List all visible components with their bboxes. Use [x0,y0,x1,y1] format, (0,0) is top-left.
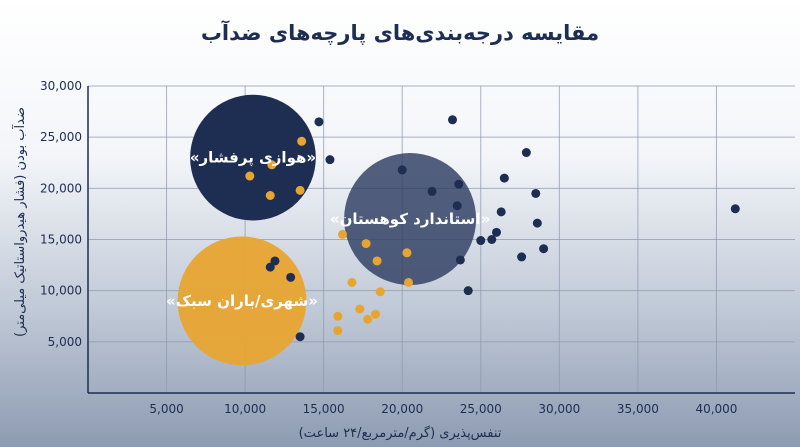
data-point-1-5 [338,229,348,239]
data-point-0-9 [531,188,541,198]
data-point-1-12 [355,304,365,314]
data-point-0-18 [463,286,473,296]
cluster-labels: «هوازی پرفشار» «استاندارد کوهستان» «شهری/ب… [166,149,490,310]
x-tick-label-0: 5,000 [149,402,183,416]
axes [87,86,795,394]
data-point-0-20 [265,262,275,272]
data-point-1-1 [267,160,277,170]
x-tick-label-4: 25,000 [460,402,502,416]
data-point-0-0 [314,117,324,127]
x-tick-label-3: 20,000 [381,402,423,416]
data-point-0-14 [476,236,486,246]
data-point-1-2 [245,171,255,181]
data-point-0-5 [454,179,464,189]
data-point-1-9 [347,277,357,287]
y-tick-labels: 5,000 10,000 15,000 20,000 25,000 30,000 [40,79,82,349]
x-tick-label-6: 35,000 [617,402,659,416]
y-tick-label-5: 30,000 [40,79,82,93]
data-point-0-19 [270,256,280,266]
cluster-bubble-0 [190,94,316,221]
data-point-0-2 [325,155,335,165]
x-axis-label: تنفس‌پذیری (گرم/مترمربع/۲۴ ساعت) [299,425,502,441]
data-points [245,115,740,342]
data-point-0-17 [455,255,465,265]
data-point-0-4 [427,186,437,196]
y-axis-label: ضدآب بودن (فشار هیدرواستاتیک میلی‌متر) [11,107,28,337]
data-point-1-7 [372,256,382,266]
data-point-1-16 [333,326,343,336]
x-tick-label-7: 40,000 [695,402,737,416]
data-point-0-1 [447,115,457,125]
cluster-bubble-1 [344,153,477,286]
data-point-0-16 [517,252,527,262]
x-tick-label-2: 15,000 [303,402,345,416]
data-point-0-10 [496,207,506,217]
data-point-0-3 [397,165,407,175]
data-point-0-12 [491,227,501,237]
y-tick-label-2: 15,000 [40,233,82,247]
cluster-label-1: «استاندارد کوهستان» [330,210,490,228]
x-tick-labels: 5,000 10,000 15,000 20,000 25,000 30,000 35,00… [149,402,737,416]
data-point-0-6 [452,201,462,211]
y-tick-label-0: 5,000 [48,335,82,349]
data-point-1-14 [363,314,373,324]
data-point-0-8 [499,173,509,183]
data-point-0-7 [521,148,531,158]
data-point-0-15 [539,244,549,254]
cluster-label-2: «شهری/باران سبک» [166,292,318,310]
data-point-1-11 [404,277,414,287]
data-point-1-4 [295,185,305,195]
x-tick-label-1: 10,000 [224,402,266,416]
data-point-1-13 [371,309,381,319]
data-point-1-3 [265,190,275,200]
data-point-0-11 [532,218,542,228]
data-point-0-23 [730,204,740,214]
data-point-0-21 [286,272,296,282]
data-point-0-13 [487,235,497,244]
data-point-1-8 [402,248,412,258]
data-point-0-22 [295,332,305,342]
data-point-1-0 [297,136,307,146]
cluster-label-0: «هوازی پرفشار» [190,149,316,168]
y-tick-label-4: 25,000 [40,130,82,144]
chart-title: مقایسه درجه‌بندی‌های پارچه‌های ضدآب [201,20,599,45]
data-point-1-6 [361,239,371,249]
cluster-bubbles [177,94,477,366]
y-tick-label-3: 20,000 [40,181,82,195]
data-point-1-10 [375,287,385,297]
x-tick-label-5: 30,000 [538,402,580,416]
data-point-1-15 [333,311,343,321]
y-tick-label-1: 10,000 [40,284,82,298]
